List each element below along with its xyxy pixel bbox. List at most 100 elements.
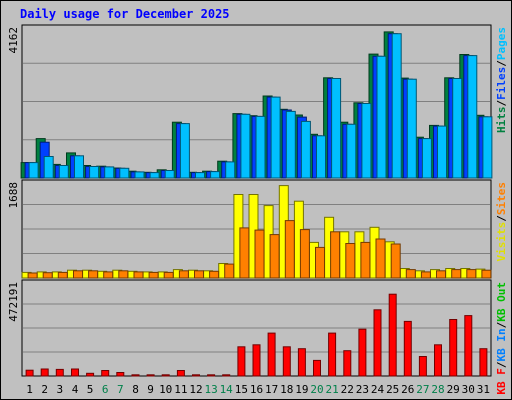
x-tick-label: 27 <box>416 383 429 396</box>
bar-kbytes-kb-f <box>479 348 488 377</box>
x-tick-label: 30 <box>462 383 475 396</box>
legend-kbytes: KB F/KB In/KB Out <box>495 282 508 395</box>
bar-visits-sites <box>57 271 68 279</box>
bar-hits-pages <box>437 125 447 179</box>
bar-kbytes-kb-f <box>282 346 291 377</box>
bar-hits-pages <box>89 166 100 179</box>
x-tick-label: 24 <box>371 383 385 396</box>
bar-hits-pages <box>376 55 387 179</box>
x-tick-label: 22 <box>341 383 354 396</box>
bar-hits-pages <box>28 162 39 179</box>
bar-visits-sites <box>42 272 53 279</box>
bar-visits-sites <box>239 227 250 279</box>
bar-visits-sites <box>451 269 462 279</box>
bar-hits-pages <box>467 55 478 179</box>
x-tick-label: 10 <box>159 383 172 396</box>
bar-visits-sites <box>420 271 431 279</box>
bar-hits-pages <box>134 171 145 179</box>
legend-entry: / <box>495 361 508 368</box>
bar-visits-sites <box>345 243 356 279</box>
bar-visits-sites <box>163 271 174 279</box>
bar-visits-sites <box>73 270 83 279</box>
bar-hits-pages <box>406 78 417 179</box>
bar-visits-sites <box>390 243 401 279</box>
x-tick-label: 14 <box>220 383 234 396</box>
bar-hits-pages <box>149 172 160 179</box>
x-tick-label: 20 <box>310 383 323 396</box>
bar-hits-pages <box>361 103 372 179</box>
bar-hits-pages <box>391 33 402 179</box>
bar-visits-sites <box>375 238 386 279</box>
legend-entry: Hits <box>495 107 508 134</box>
bar-visits-sites <box>118 270 129 279</box>
bar-kbytes-kb-f <box>86 372 95 377</box>
bar-kbytes-kb-f <box>252 344 261 377</box>
ymax-label-kbytes: 472191 <box>7 282 20 322</box>
x-tick-label: 28 <box>431 383 444 396</box>
bar-hits-pages <box>119 167 130 179</box>
bar-visits-sites <box>481 269 492 279</box>
bar-hits-pages <box>164 170 175 179</box>
bar-hits-pages <box>285 110 296 179</box>
bar-hits-pages <box>240 113 251 179</box>
bar-kbytes-kb-f <box>373 309 382 377</box>
x-tick-label: 21 <box>325 383 338 396</box>
legend-hits: Hits/Files/Pages <box>495 27 508 133</box>
bar-visits-sites <box>330 231 341 279</box>
bar-kbytes-kb-f <box>237 346 246 377</box>
bar-hits-pages <box>316 135 326 179</box>
bar-kbytes-kb-f <box>267 332 276 377</box>
bar-kbytes-kb-f <box>449 319 458 377</box>
bar-visits-sites <box>360 241 371 279</box>
bar-kbytes-kb-f <box>403 320 412 377</box>
x-tick-label: 2 <box>41 383 48 396</box>
bar-kbytes-kb-f <box>25 369 34 377</box>
legend-entry: Visits <box>495 222 508 262</box>
bar-kbytes-kb-f <box>101 370 110 377</box>
bar-hits-pages <box>255 115 266 179</box>
legend-entry: KB F <box>495 368 508 395</box>
ymax-label-visits: 1688 <box>7 182 20 209</box>
x-tick-label: 17 <box>265 383 278 396</box>
bar-hits-pages <box>421 138 432 179</box>
bar-kbytes-kb-f <box>207 374 216 377</box>
ymax-label-hits: 4162 <box>7 27 20 54</box>
bar-hits-pages <box>331 78 342 179</box>
x-tick-label: 26 <box>401 383 414 396</box>
legend-entry: Files <box>495 67 508 100</box>
bar-hits-pages <box>195 172 205 179</box>
x-tick-label: 16 <box>250 383 263 396</box>
bar-visits-sites <box>88 270 99 279</box>
legend-entry: Pages <box>495 27 508 60</box>
x-tick-label: 5 <box>87 383 94 396</box>
bar-kbytes-kb-f <box>434 344 442 377</box>
bar-kbytes-kb-f <box>40 368 49 377</box>
bar-kbytes-kb-f <box>328 332 337 377</box>
x-tick-label: 12 <box>189 383 202 396</box>
bar-kbytes-kb-f <box>192 374 200 377</box>
x-tick-label: 25 <box>386 383 399 396</box>
bar-visits-sites <box>269 234 280 279</box>
bar-visits-sites <box>315 246 325 279</box>
bar-kbytes-kb-f <box>358 328 367 377</box>
legend-entry: / <box>495 100 508 107</box>
bar-visits-sites <box>133 271 144 279</box>
x-tick-label: 11 <box>174 383 187 396</box>
bar-hits-pages <box>270 96 281 179</box>
x-tick-label: 23 <box>356 383 369 396</box>
x-tick-label: 4 <box>72 383 79 396</box>
bar-kbytes-kb-f <box>131 374 140 377</box>
bar-hits-pages <box>452 78 463 179</box>
bar-hits-pages <box>43 156 54 179</box>
bar-kbytes-kb-f <box>116 372 125 377</box>
bar-kbytes-kb-f <box>464 315 473 377</box>
bar-kbytes-kb-f <box>297 348 306 377</box>
bar-visits-sites <box>436 270 446 279</box>
legend-entry: / <box>495 60 508 67</box>
x-tick-label: 31 <box>477 383 490 396</box>
bar-hits-pages <box>210 171 221 179</box>
legend-entry: / <box>495 215 508 222</box>
legend-entry: KB Out <box>495 282 508 322</box>
x-tick-label: 3 <box>56 383 63 396</box>
